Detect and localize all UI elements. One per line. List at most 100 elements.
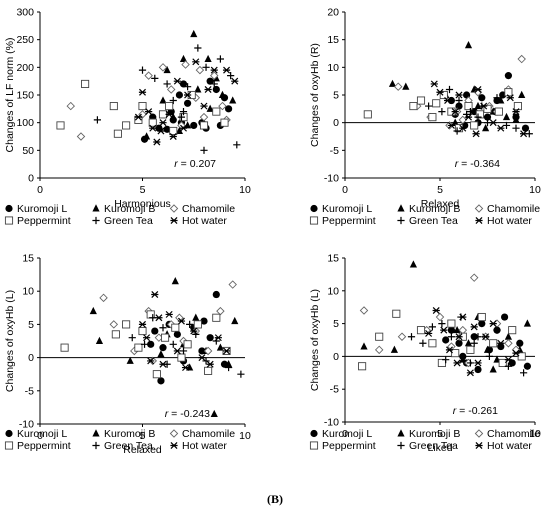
data-point xyxy=(169,96,177,105)
data-point xyxy=(228,280,237,289)
data-point xyxy=(445,346,454,354)
data-point xyxy=(186,320,194,328)
data-point xyxy=(186,363,194,371)
data-point xyxy=(192,330,200,338)
data-point xyxy=(439,90,448,100)
data-point xyxy=(179,124,188,132)
data-point xyxy=(497,96,505,104)
y-tick-label: -5 xyxy=(330,384,339,396)
data-point xyxy=(184,99,192,107)
legend-item-chamomile: Chamomile xyxy=(169,203,235,215)
data-point xyxy=(458,115,468,125)
legend-item-green_tea: Green Tea xyxy=(397,215,458,227)
y-tick-label: 15 xyxy=(22,253,34,265)
data-point xyxy=(181,60,190,69)
data-point xyxy=(177,317,186,325)
y-axis-label: Changes of oxyHb (R) xyxy=(309,43,321,147)
data-point xyxy=(464,41,473,49)
data-point xyxy=(204,85,212,93)
data-point xyxy=(472,130,480,138)
data-point xyxy=(363,110,372,119)
data-point xyxy=(76,132,86,141)
data-point xyxy=(220,118,229,127)
legend: Kuromoji L Kuromoji B Chamomile Peppermint G… xyxy=(4,203,235,227)
y-tick-label: 200 xyxy=(16,62,34,74)
series-hot-water xyxy=(430,80,528,138)
data-point xyxy=(474,333,482,341)
data-point xyxy=(210,66,218,74)
data-point xyxy=(493,94,501,102)
data-point xyxy=(494,107,503,116)
data-point xyxy=(485,352,493,360)
data-point xyxy=(126,356,134,364)
series-kuromoji-b xyxy=(388,41,526,132)
data-point xyxy=(477,312,486,322)
data-point xyxy=(163,80,171,88)
legend-label: Chamomile xyxy=(182,428,235,440)
data-point xyxy=(166,320,176,329)
data-point xyxy=(508,326,517,335)
data-point xyxy=(138,326,147,336)
data-point xyxy=(210,409,218,418)
data-point xyxy=(225,105,233,113)
data-point xyxy=(470,323,478,331)
y-tick-label: -10 xyxy=(324,417,339,429)
data-point xyxy=(520,130,528,138)
data-point xyxy=(216,306,225,316)
legend-item-green_tea: Green Tea xyxy=(92,440,153,452)
data-point xyxy=(134,343,143,352)
legend-marker xyxy=(170,442,178,449)
legend-item-chamomile: Chamomile xyxy=(474,203,540,215)
data-point xyxy=(444,97,452,105)
data-point xyxy=(216,343,224,351)
data-point xyxy=(202,63,210,71)
data-point xyxy=(416,326,426,335)
legend-item-kuromoji_l: Kuromoji L xyxy=(5,203,67,215)
data-point xyxy=(163,65,171,74)
legend: Kuromoji L Kuromoji B Chamomile Peppermint G… xyxy=(4,428,235,452)
y-tick-label: 10 xyxy=(327,285,339,297)
data-point xyxy=(447,326,455,334)
data-point xyxy=(148,118,157,127)
data-point xyxy=(157,377,165,385)
legend-marker xyxy=(397,216,405,225)
data-point xyxy=(179,80,188,88)
legend-marker xyxy=(5,204,13,213)
series-green-tea xyxy=(93,44,241,154)
data-point xyxy=(198,354,206,362)
data-point xyxy=(159,119,167,127)
x-tick-label: 5 xyxy=(437,184,443,196)
data-point xyxy=(453,325,461,334)
data-point xyxy=(517,352,526,361)
data-point xyxy=(184,83,192,91)
y-axis-label: Changes of LF norm (%) xyxy=(4,38,16,153)
y-tick-label: 0 xyxy=(333,117,339,129)
legend-label: Green Tea xyxy=(409,215,458,227)
figure-caption: (B) xyxy=(267,492,283,506)
y-tick-label: 0 xyxy=(28,352,34,364)
x-tick-label: 0 xyxy=(342,428,348,440)
data-point xyxy=(163,125,171,133)
x-tick-label: 5 xyxy=(437,428,443,440)
legend-marker xyxy=(309,441,319,450)
data-point xyxy=(428,113,437,122)
data-point xyxy=(157,127,165,135)
data-point xyxy=(212,290,220,299)
y-tick-label: 250 xyxy=(16,34,34,46)
data-point xyxy=(438,108,446,116)
chart-panel-1: 0 50 100 150 200 250 300 0 5 10 Harmonious Changes … xyxy=(4,7,251,228)
data-point xyxy=(504,362,512,370)
data-point xyxy=(474,365,482,374)
legend-marker xyxy=(310,429,318,438)
data-point xyxy=(222,347,231,355)
data-point xyxy=(122,320,131,329)
x-tick-label: 10 xyxy=(529,428,541,440)
data-point xyxy=(169,340,177,348)
legend-label: Hot water xyxy=(182,215,227,227)
data-point xyxy=(206,334,214,342)
legend-marker xyxy=(92,204,100,212)
data-point xyxy=(194,44,202,52)
legend-item-peppermint: Peppermint xyxy=(4,215,71,227)
y-tick-label: 50 xyxy=(22,145,34,157)
